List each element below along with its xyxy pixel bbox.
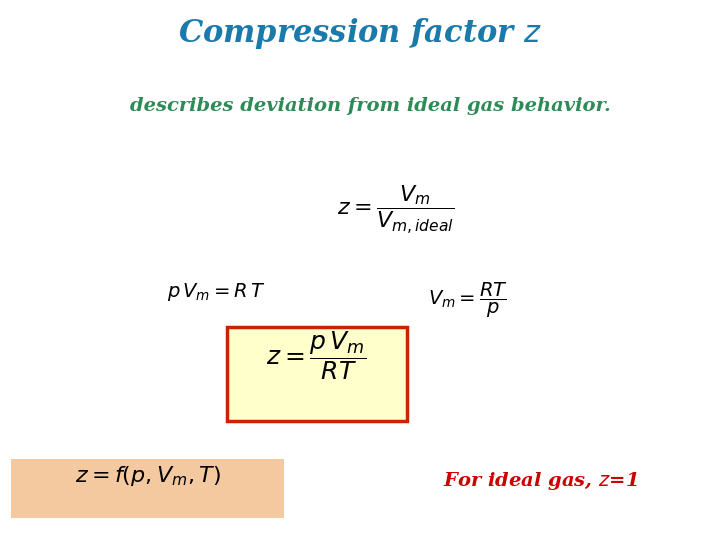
Text: $z = \dfrac{V_m}{V_{m,ideal}}$: $z = \dfrac{V_m}{V_{m,ideal}}$ bbox=[337, 184, 455, 237]
Text: For ideal gas, $z$=1: For ideal gas, $z$=1 bbox=[443, 470, 637, 492]
FancyBboxPatch shape bbox=[11, 459, 284, 518]
Text: Compression factor $z$: Compression factor $z$ bbox=[178, 16, 542, 51]
FancyBboxPatch shape bbox=[227, 327, 407, 421]
Text: $V_m = \dfrac{RT}{p}$: $V_m = \dfrac{RT}{p}$ bbox=[428, 281, 508, 320]
Text: $z = \dfrac{p\,V_m}{RT}$: $z = \dfrac{p\,V_m}{RT}$ bbox=[266, 329, 367, 382]
Text: $z = f(p,V_m,T)$: $z = f(p,V_m,T)$ bbox=[75, 464, 220, 488]
Text: describes deviation from ideal gas behavior.: describes deviation from ideal gas behav… bbox=[130, 97, 611, 115]
Text: $p\,V_m = R\,T$: $p\,V_m = R\,T$ bbox=[167, 281, 265, 303]
